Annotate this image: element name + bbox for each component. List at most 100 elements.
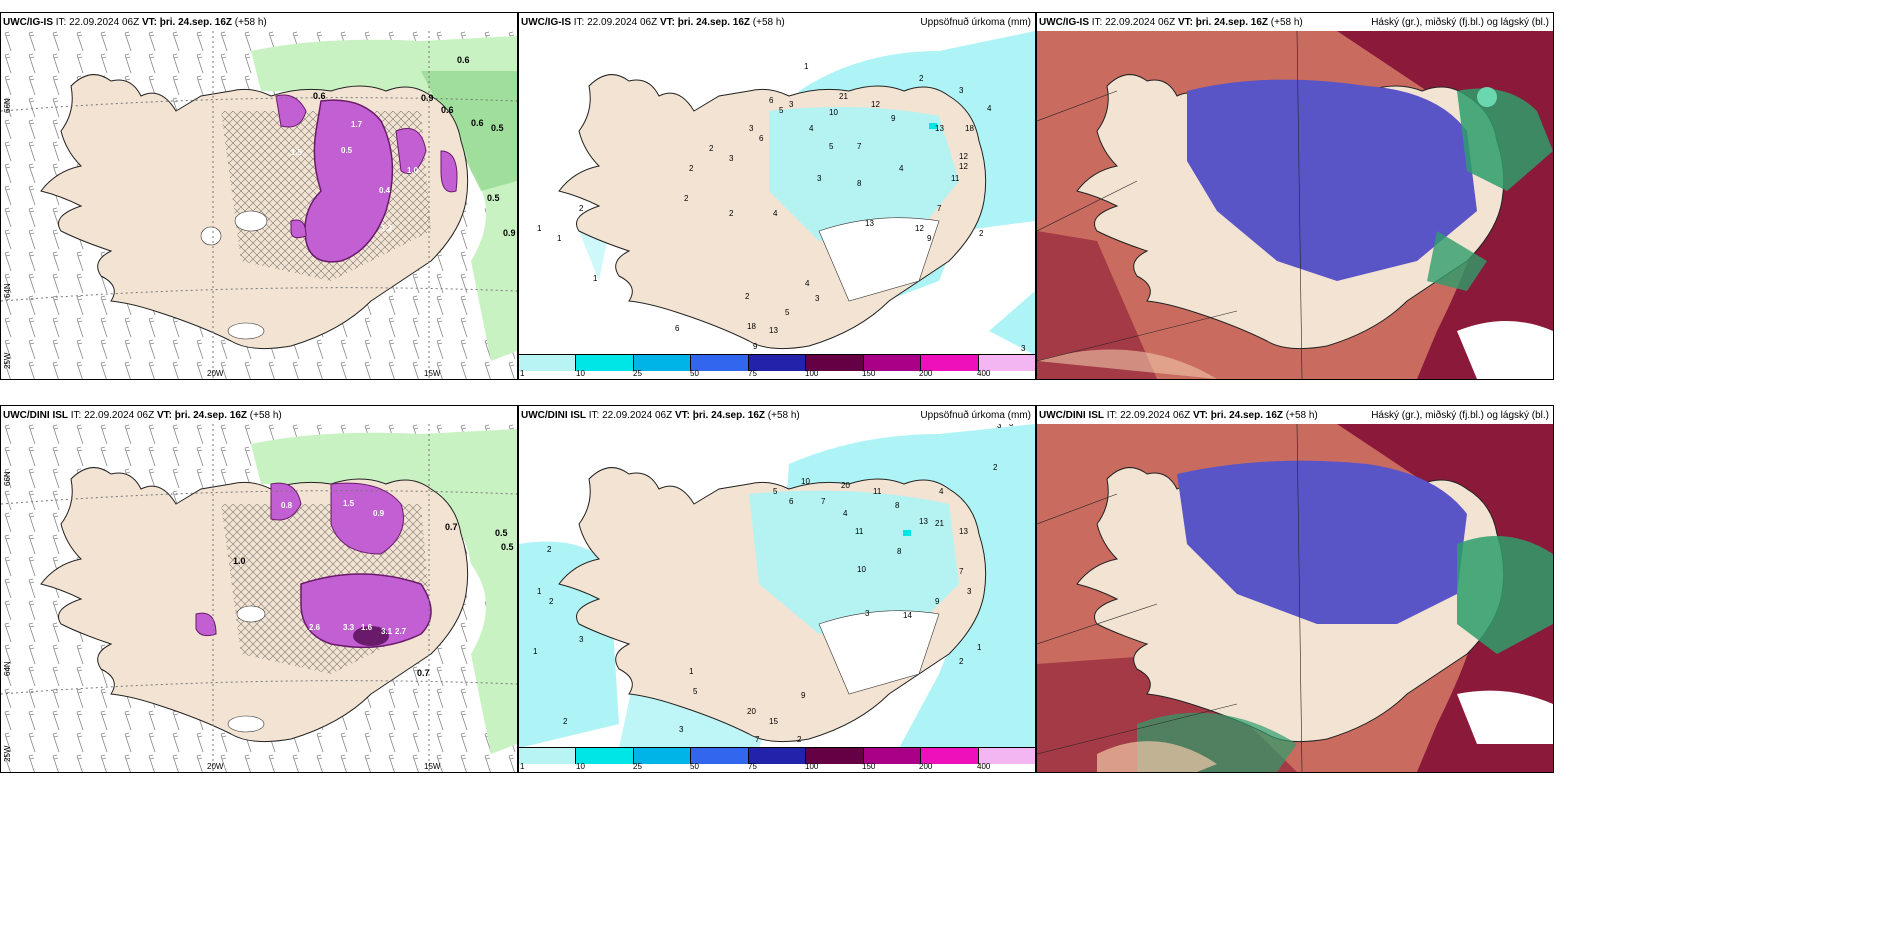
it-prefix: IT: — [573, 17, 585, 28]
lat-label-66: 66N — [3, 471, 12, 486]
valid-time: þri. 24.sep. 16Z — [159, 17, 233, 28]
cb-label: 25 — [633, 762, 642, 771]
precip-value: 6 — [759, 134, 764, 143]
precip-value: 3 — [1009, 424, 1014, 428]
precip-value: 13 — [959, 527, 968, 536]
init-time: 22.09.2024 06Z — [1105, 17, 1176, 28]
precip-value: 1 — [593, 274, 598, 283]
valid-time: þri. 24.sep. 16Z — [677, 17, 751, 28]
map-svg: 3 3 2 20 11 8 13 4 13 21 5 6 10 7 4 11 1… — [519, 424, 1035, 748]
precip-value: 2 — [547, 545, 552, 554]
precip-value: 21 — [839, 92, 848, 101]
lat-label-66: 66N — [3, 98, 12, 113]
precip-value: 2 — [959, 657, 964, 666]
precip-value: 14 — [903, 611, 912, 620]
precip-value: 5 — [773, 487, 778, 496]
cape-value: 2.6 — [309, 623, 321, 632]
precip-value: 6 — [769, 96, 774, 105]
precip-value: 12 — [915, 224, 924, 233]
it-prefix: IT: — [70, 410, 82, 421]
precip-value: 2 — [919, 74, 924, 83]
precip-value: 6 — [675, 324, 680, 333]
precip-value: 3 — [815, 294, 820, 303]
cape-value: 0.5 — [501, 542, 514, 552]
precip-value: 5 — [829, 142, 834, 151]
precip-value: 4 — [987, 104, 992, 113]
colorbar-seg — [748, 355, 807, 371]
cape-value: 0.7 — [417, 668, 430, 678]
colorbar-seg — [748, 748, 807, 764]
precip-value: 1 — [533, 647, 538, 656]
precip-value: 18 — [747, 322, 756, 331]
cape-value: 1.7 — [351, 120, 363, 129]
valid-time: þri. 24.sep. 16Z — [1210, 410, 1284, 421]
vt-prefix: VT: — [674, 410, 690, 421]
precip-value: 2 — [549, 597, 554, 606]
precip-value: 2 — [684, 194, 689, 203]
cb-label: 10 — [576, 762, 585, 771]
convective-area — [300, 573, 432, 649]
colorbar-seg — [806, 748, 864, 764]
panel-precip-igis: UWC/IG-IS IT: 22.09.2024 06Z VT: þri. 24… — [518, 12, 1036, 380]
precip-value: 4 — [899, 164, 904, 173]
cloud-low-area — [1337, 424, 1553, 772]
colorbar-seg — [519, 355, 577, 371]
cape-value: 0.8 — [281, 501, 293, 510]
panel-header: UWC/DINI ISL IT: 22.09.2024 06Z VT: þri.… — [521, 409, 1031, 423]
valid-time: þri. 24.sep. 16Z — [174, 410, 248, 421]
cape-value: 1.3 — [381, 224, 393, 233]
precip-value: 3 — [1021, 344, 1026, 353]
colorbar-seg — [576, 748, 634, 764]
precip-value: 13 — [935, 124, 944, 133]
cloud-mid-area — [1187, 79, 1477, 281]
precip-value: 15 — [769, 717, 778, 726]
lon-label-25: 25W — [3, 352, 12, 369]
colorbar-seg — [863, 748, 922, 764]
precip-value: 21 — [935, 519, 944, 528]
precip-value: 12 — [959, 162, 968, 171]
cb-label: 200 — [919, 762, 933, 771]
lon-label-25: 25W — [3, 745, 12, 762]
precip-value: 13 — [919, 517, 928, 526]
precip-value: 8 — [895, 501, 900, 510]
precip-value: 2 — [729, 209, 734, 218]
map-precip: 1 6 3 5 21 12 10 2 3 4 3 4 6 5 9 13 18 1… — [519, 31, 1035, 355]
vt-prefix: VT: — [1192, 410, 1208, 421]
lead-time: (+58 h) — [249, 410, 282, 421]
colorbar-seg — [863, 355, 922, 371]
cb-label: 100 — [805, 369, 819, 378]
map-svg: 0.6 0.9 0.6 0.6 0.5 0.5 0.9 0.6 0.5 0.4 … — [1, 31, 517, 379]
precip-value: 4 — [773, 209, 778, 218]
precip-value: 5 — [779, 106, 784, 115]
cape-value: 0.9 — [421, 93, 434, 103]
precip-value: 18 — [965, 124, 974, 133]
lon-label-20: 20W — [207, 762, 224, 771]
precip-value: 1 — [977, 643, 982, 652]
vt-prefix: VT: — [659, 17, 675, 28]
precip-value: 8 — [897, 547, 902, 556]
precip-value: 7 — [857, 142, 862, 151]
precip-value: 9 — [801, 691, 806, 700]
cb-label: 50 — [690, 369, 699, 378]
precip-value: 10 — [857, 565, 866, 574]
cb-label: 75 — [748, 369, 757, 378]
cape-value: 0.4 — [379, 186, 391, 195]
precip-value: 6 — [789, 497, 794, 506]
precip-value: 12 — [959, 152, 968, 161]
cb-label: 10 — [576, 369, 585, 378]
it-prefix: IT: — [1106, 410, 1118, 421]
colorbar-seg — [576, 355, 634, 371]
map-svg: 1 6 3 5 21 12 10 2 3 4 3 4 6 5 9 13 18 1… — [537, 31, 1035, 355]
cloud-green-area — [1457, 536, 1553, 654]
precip-value: 2 — [745, 292, 750, 301]
precip-value: 11 — [855, 527, 864, 536]
panel-header: UWC/IG-IS IT: 22.09.2024 06Z VT: þri. 24… — [3, 16, 513, 30]
precip-value: 3 — [749, 124, 754, 133]
precip-value: 12 — [871, 100, 880, 109]
colorbar-seg — [978, 748, 1035, 764]
model-name: UWC/DINI ISL — [521, 410, 586, 421]
map-precip: 3 3 2 20 11 8 13 4 13 21 5 6 10 7 4 11 1… — [519, 424, 1035, 748]
colorbar-seg — [806, 355, 864, 371]
model-name: UWC/DINI ISL — [1039, 410, 1104, 421]
cb-label: 200 — [919, 369, 933, 378]
